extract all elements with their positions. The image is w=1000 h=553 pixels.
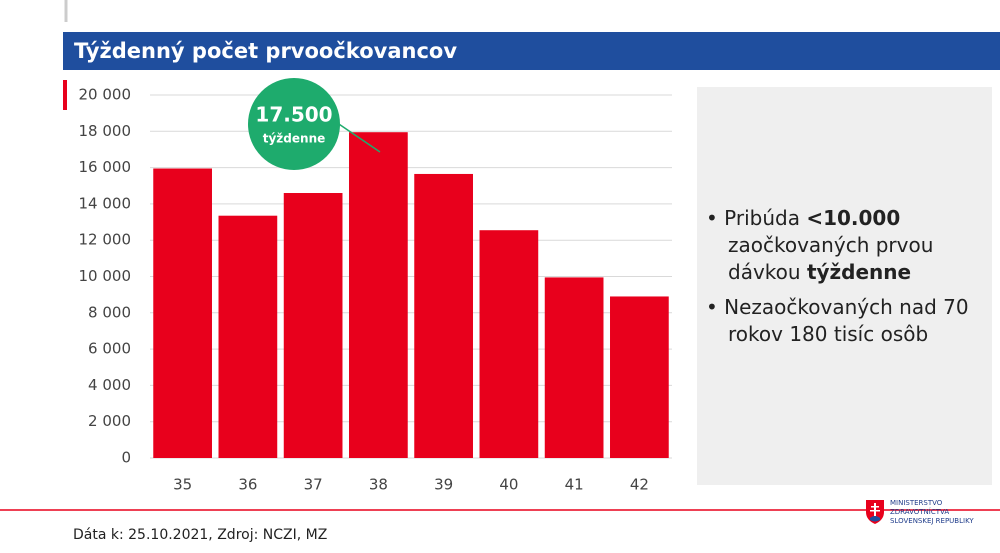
x-tick-label: 41 bbox=[565, 476, 584, 494]
x-tick-label: 35 bbox=[173, 476, 192, 494]
bar bbox=[610, 296, 669, 458]
bullet: • Nezaočkovaných nad 70 rokov 180 tisíc … bbox=[706, 295, 969, 346]
y-tick-label: 6 000 bbox=[88, 340, 131, 358]
y-tick-label: 16 000 bbox=[79, 158, 132, 176]
x-tick-label: 36 bbox=[238, 476, 257, 494]
y-tick-label: 2 000 bbox=[88, 412, 131, 430]
logo-text: MINISTERSTVO bbox=[890, 499, 943, 507]
y-tick-label: 10 000 bbox=[79, 267, 132, 285]
title-bar bbox=[63, 32, 1000, 70]
annotation-text: 17.500 bbox=[255, 103, 332, 127]
text: Nezaočkovaných nad 70 rokov 180 tisíc os… bbox=[724, 295, 969, 346]
bar bbox=[349, 132, 408, 458]
y-tick-label: 14 000 bbox=[79, 194, 132, 212]
bold-text: <10.000 bbox=[806, 206, 901, 230]
x-tick-label: 40 bbox=[499, 476, 518, 494]
bar bbox=[544, 277, 604, 458]
bar bbox=[218, 215, 278, 458]
y-tick-label: 4 000 bbox=[88, 376, 131, 394]
logo-emblem bbox=[866, 500, 884, 524]
footer: Dáta k: 25.10.2021, Zdroj: NCZI, MZ bbox=[73, 527, 328, 543]
logo-text: SLOVENSKEJ REPUBLIKY bbox=[890, 517, 974, 525]
x-tick-label: 39 bbox=[434, 476, 453, 494]
info-box bbox=[697, 87, 992, 485]
y-tick-label: 18 000 bbox=[79, 122, 132, 140]
annotation-subtext: týždenne bbox=[263, 132, 326, 146]
logo-text: ZDRAVOTNÍCTVA bbox=[890, 508, 950, 516]
bar bbox=[283, 193, 343, 458]
text: Pribúda bbox=[724, 206, 807, 230]
x-tick-label: 42 bbox=[630, 476, 649, 494]
logo: MINISTERSTVO ZDRAVOTNÍCTVA SLOVENSKEJ RE… bbox=[890, 499, 974, 526]
chart-title: Týždenný počet prvoočkovancov bbox=[74, 39, 457, 63]
x-tick-label: 37 bbox=[304, 476, 323, 494]
bullet: • Pribúda <10.000 zaočkovaných prvou dáv… bbox=[706, 206, 934, 284]
bar bbox=[479, 230, 539, 458]
bold-text: týždenne bbox=[806, 260, 912, 284]
bullet-list: • Pribúda <10.000 zaočkovaných prvou dáv… bbox=[706, 205, 986, 356]
text: zaočkovaných prvou dávkou bbox=[728, 233, 934, 284]
accent bbox=[63, 80, 67, 110]
bar bbox=[414, 173, 473, 458]
y-tick-label: 8 000 bbox=[88, 303, 131, 321]
bar bbox=[153, 168, 212, 458]
annotation-bubble bbox=[248, 78, 340, 170]
y-tick-label: 12 000 bbox=[79, 231, 132, 249]
y-tick-label: 20 000 bbox=[79, 86, 132, 104]
y-tick-label: 0 bbox=[121, 449, 131, 467]
x-tick-label: 38 bbox=[369, 476, 388, 494]
